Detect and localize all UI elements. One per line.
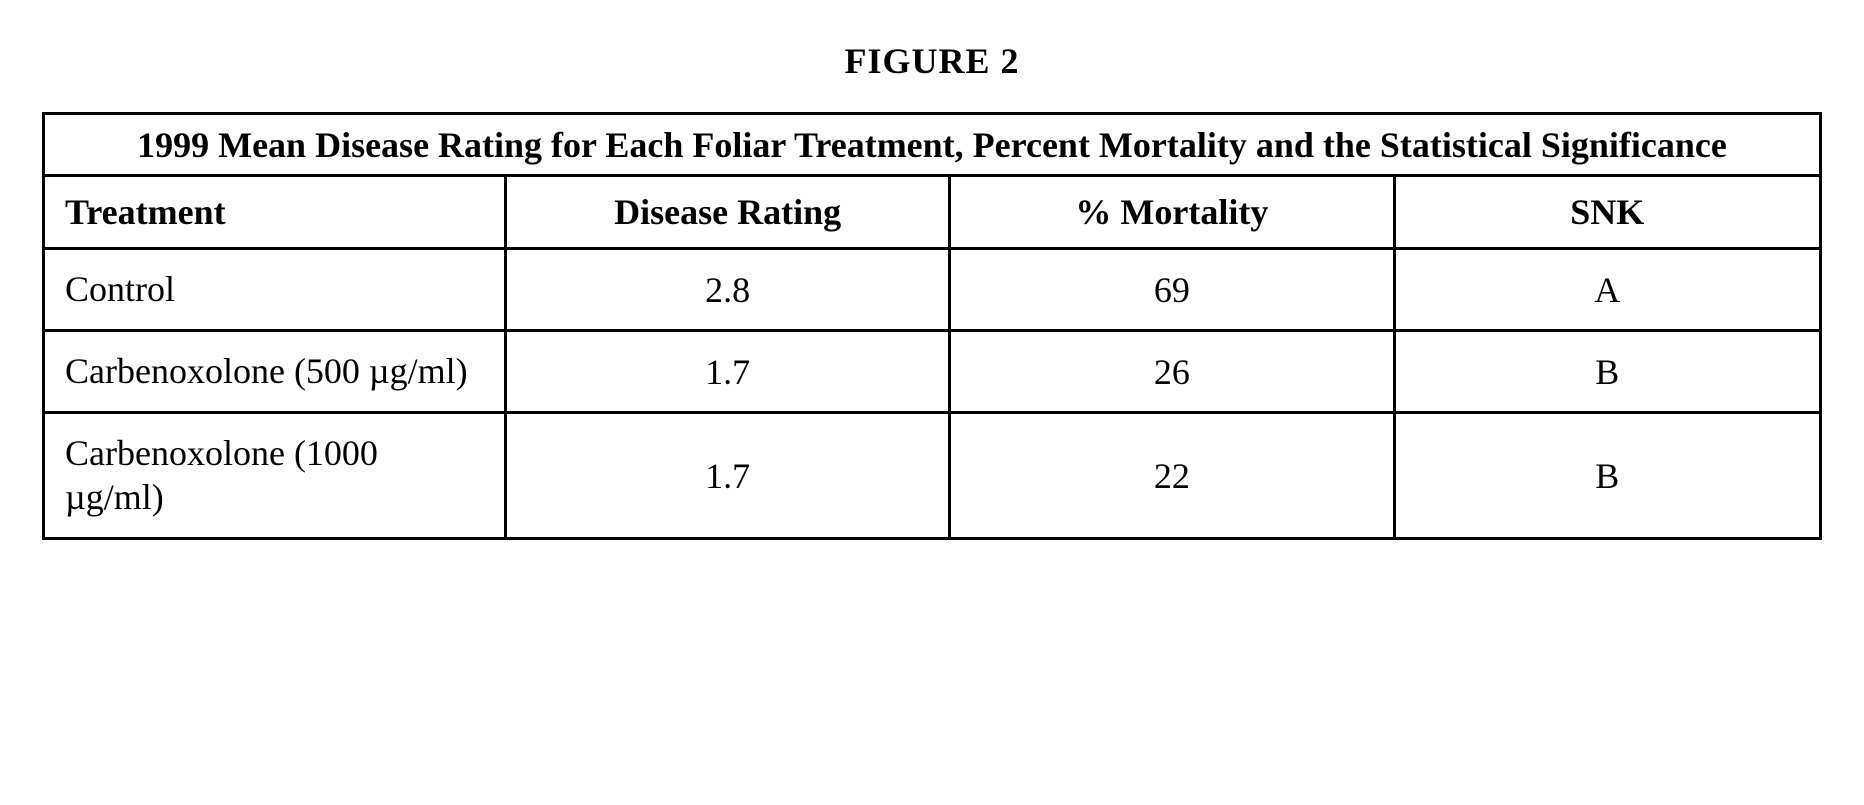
cell-mortality: 69 <box>950 249 1394 331</box>
cell-snk: B <box>1394 331 1820 413</box>
cell-treatment: Control <box>44 249 506 331</box>
col-header-disease-rating: Disease Rating <box>506 176 950 249</box>
cell-snk: A <box>1394 249 1820 331</box>
col-header-snk: SNK <box>1394 176 1820 249</box>
figure-wrapper: FIGURE 2 1999 Mean Disease Rating for Ea… <box>42 40 1822 540</box>
table-row: Carbenoxolone (500 µg/ml) 1.7 26 B <box>44 331 1821 413</box>
cell-mortality: 26 <box>950 331 1394 413</box>
col-header-treatment: Treatment <box>44 176 506 249</box>
table-header-row: Treatment Disease Rating % Mortality SNK <box>44 176 1821 249</box>
cell-treatment: Carbenoxolone (500 µg/ml) <box>44 331 506 413</box>
cell-disease-rating: 1.7 <box>506 331 950 413</box>
cell-mortality: 22 <box>950 413 1394 538</box>
cell-treatment: Carbenoxolone (1000 µg/ml) <box>44 413 506 538</box>
data-table: 1999 Mean Disease Rating for Each Foliar… <box>42 112 1822 540</box>
table-row: Carbenoxolone (1000 µg/ml) 1.7 22 B <box>44 413 1821 538</box>
table-caption-row: 1999 Mean Disease Rating for Each Foliar… <box>44 114 1821 176</box>
cell-disease-rating: 2.8 <box>506 249 950 331</box>
cell-snk: B <box>1394 413 1820 538</box>
table-row: Control 2.8 69 A <box>44 249 1821 331</box>
table-caption: 1999 Mean Disease Rating for Each Foliar… <box>44 114 1821 176</box>
col-header-mortality: % Mortality <box>950 176 1394 249</box>
cell-disease-rating: 1.7 <box>506 413 950 538</box>
figure-title: FIGURE 2 <box>42 40 1822 82</box>
